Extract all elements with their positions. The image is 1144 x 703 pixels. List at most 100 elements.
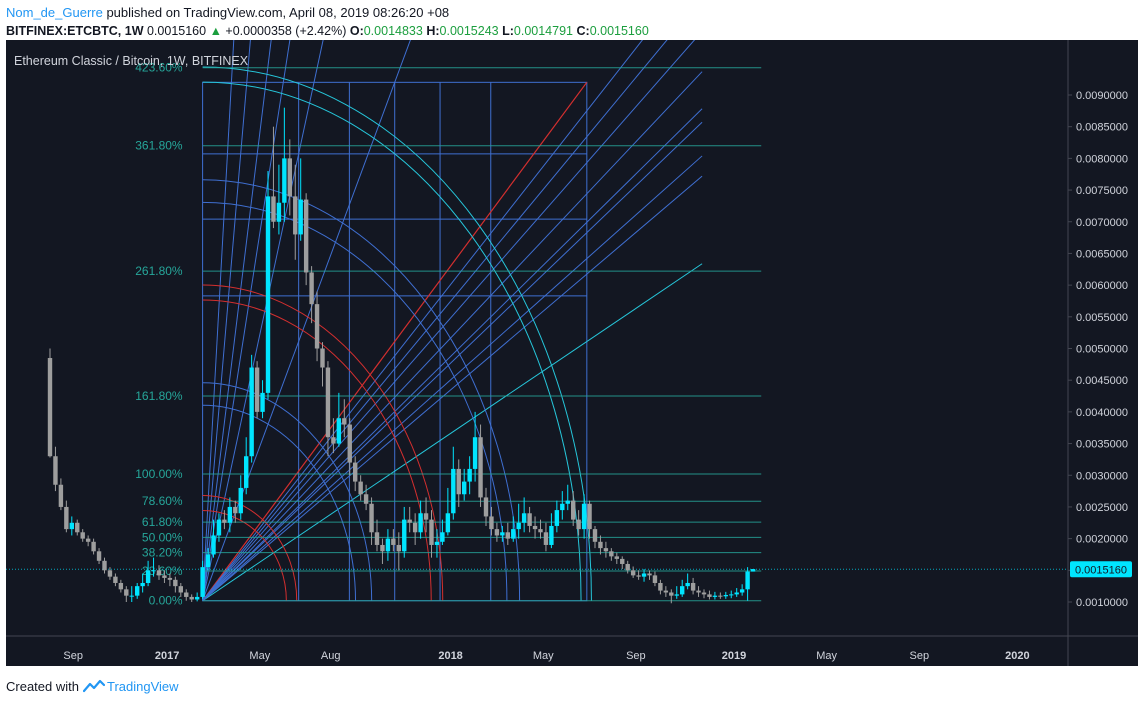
candle-body [227,506,233,523]
candle-body [184,592,189,597]
price-axis-label: 0.0020000 [1076,534,1128,546]
price-axis-label: 0.0060000 [1076,280,1128,292]
candle [205,548,211,571]
gann-fan-line [202,175,703,602]
price-axis-label: 0.0040000 [1076,407,1128,419]
candle [690,577,696,595]
time-axis-label: 2020 [1005,650,1029,662]
candle [478,424,483,507]
candle [609,548,614,561]
gann-arc [202,284,444,601]
fib-level-label: 100.00% [135,467,183,481]
candle-body [532,525,538,530]
candle-body [309,272,314,305]
gann-diagonal-line [202,81,588,602]
candle [712,591,718,600]
candle [429,510,434,558]
candle [451,446,456,520]
candle [178,582,183,597]
low-label: L: [502,24,514,38]
fib-level-label: 61.80% [142,515,183,529]
candle-body [636,575,641,577]
candle-body [140,582,145,587]
candle-body [680,586,685,595]
candle-body [151,570,156,572]
candle-body [282,158,287,203]
price-chart[interactable]: 0.00% 23.60% 38.20% 50.00%61.80% 78.60% 100.0… [6,40,1138,666]
candle [641,569,647,582]
candle [91,538,96,555]
price-axis[interactable]: 0.0090000 0.0085000 0.0080000 0.0075000 0.00… [1068,90,1128,609]
gann-fan-line [202,108,703,602]
fib-level-label: 50.00% [142,530,183,544]
candle [64,500,69,533]
candle-body [385,538,391,552]
candle [701,589,707,599]
candle-body [205,554,211,568]
candle-body [412,522,418,533]
candle-body [167,577,173,580]
gann-fan-line [202,71,703,602]
low-value: 0.0014791 [513,24,573,38]
gann-fan-line [202,40,411,601]
candle-body [587,503,592,530]
candle [303,193,309,286]
candle [167,573,173,587]
candle-body [216,519,222,536]
candle-body [336,418,342,444]
price-axis-label: 0.0025000 [1076,502,1128,514]
candle-body [107,570,113,577]
candle-body [276,202,282,222]
candle [189,594,194,602]
candle [331,418,336,454]
candle [254,361,260,419]
gann-arc [202,299,432,601]
price-axis-label: 0.0080000 [1076,153,1128,165]
time-axis[interactable]: Sep 2017 May Aug 2018 May Sep 2019 May Sep 2020 [63,650,1029,662]
candle [298,158,303,241]
candle [124,586,129,602]
gann-fan-line [202,155,703,602]
candle-body [603,548,609,552]
price-axis-label: 0.0030000 [1076,470,1128,482]
candle [173,576,178,593]
footer: Created with TradingView [6,677,179,695]
gann-fan-line [202,121,703,602]
candle [571,491,576,526]
candle [276,164,282,235]
candle [412,513,418,545]
candle [211,519,216,558]
last-price-tag: 0.0015160 [1070,561,1132,578]
candle-body [69,522,74,530]
candle [238,475,243,520]
candle-body [391,538,396,545]
fib-level-label: 161.80% [135,389,183,403]
candle [85,535,91,547]
fib-retracement: 0.00% 23.60% 38.20% 50.00%61.80% 78.60% 100.0… [135,61,762,608]
candle-body [347,424,352,463]
candle [140,573,145,593]
candle-body [701,592,707,595]
candle [184,589,189,601]
candle [369,497,374,545]
high-label: H: [426,24,440,38]
author-link[interactable]: Nom_de_Guerre [6,5,103,20]
candle-body [669,592,674,596]
time-axis-label: Sep [63,650,83,662]
price-change: +0.0000358 (+2.42%) [225,24,347,38]
candle-body [331,437,336,444]
candle-body [511,529,516,539]
candle-body [434,541,440,545]
candle [587,500,592,539]
tradingview-brand[interactable]: TradingView [82,679,179,694]
candle-body [303,199,309,273]
candle-body [358,481,363,495]
candle-body [543,532,549,545]
time-axis-label: 2019 [722,650,746,662]
price-axis-label: 0.0085000 [1076,122,1128,134]
chart-container[interactable]: 0.00% 23.60% 38.20% 50.00% 61.80% 78.60% 100.0… [6,40,1138,666]
gann-fan-line [202,40,696,602]
candle [423,497,429,533]
candle [402,506,407,558]
plot-area[interactable]: 0.00% 23.60% 38.20% 50.00%61.80% 78.60% 100.0… [6,40,1068,608]
